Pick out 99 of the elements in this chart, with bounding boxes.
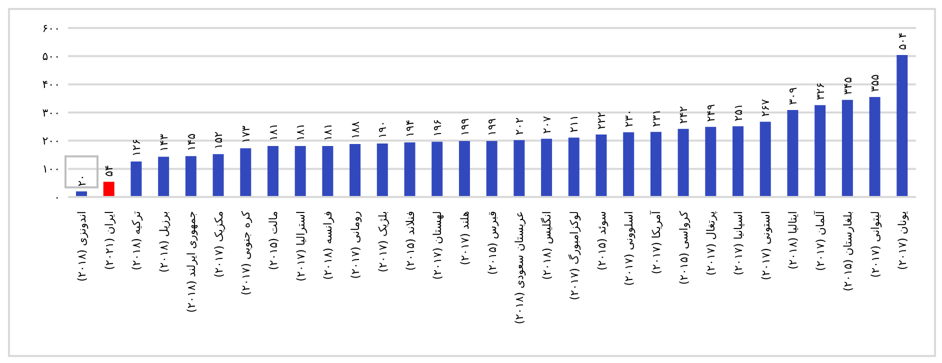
y-tick-label: ۴۰۰ xyxy=(42,78,60,92)
x-tick-label: اندونزی (۲۰۱۸) xyxy=(76,211,89,282)
x-tick-label: هلند (۲۰۱۷) xyxy=(458,210,472,266)
y-tick-label: ۲۰۰ xyxy=(42,134,60,148)
bar xyxy=(787,110,798,197)
x-tick-label: استونی (۲۰۱۷) xyxy=(759,211,772,280)
x-tick-label: اسلوونی (۲۰۱۷) xyxy=(622,211,636,286)
x-tick-label: بلژیک (۲۰۱۷) xyxy=(376,211,390,272)
data-label: ۳۲۶ xyxy=(814,82,827,100)
x-tick-label: لیتوانی (۲۰۱۷) xyxy=(868,211,882,278)
bar xyxy=(294,146,306,197)
x-tick-label: آمریکا (۲۰۱۷) xyxy=(648,210,663,274)
bar xyxy=(267,146,278,197)
x-tick-label: انگلیس (۲۰۱۸) xyxy=(540,211,554,280)
data-label: ۵۴ xyxy=(102,164,116,177)
data-label: ۱۹۹ xyxy=(486,118,499,136)
bar xyxy=(130,162,142,197)
x-tick-label: ایتالیا (۲۰۱۸) xyxy=(786,211,800,270)
data-label: ۲۰۷ xyxy=(540,116,554,134)
bar xyxy=(158,156,170,197)
bar xyxy=(185,156,196,197)
x-tick-label: فنلاند (۲۰۱۵) xyxy=(404,211,417,271)
data-label: ۲۴۹ xyxy=(704,104,718,122)
data-label: ۲۰۲ xyxy=(513,117,526,136)
data-label: ۱۸۱ xyxy=(294,123,308,142)
x-tick-label: بلغارستان (۲۰۱۵) xyxy=(841,211,854,292)
y-tick-label: ۰ xyxy=(54,190,60,204)
x-tick-label: فرانسه (۲۰۱۸) xyxy=(322,211,335,280)
x-tick-label: ایران (۲۰۲۱) xyxy=(102,211,116,270)
bar xyxy=(514,140,525,197)
x-tick-label: اسپانیا (۲۰۱۷) xyxy=(732,211,746,276)
data-label: ۲۵۱ xyxy=(732,104,745,122)
bar xyxy=(814,105,826,197)
bar xyxy=(596,134,607,197)
x-tick-label: قبرس (۲۰۱۵) xyxy=(486,211,499,275)
data-label: ۲۴۲ xyxy=(677,106,690,124)
y-tick-label: ۳۰۰ xyxy=(42,106,60,120)
x-tick-label: لهستان (۲۰۱۷) xyxy=(431,211,444,280)
x-tick-label: یونان (۲۰۱۷) xyxy=(896,211,910,270)
data-label: ۲۰ xyxy=(75,174,88,186)
bar xyxy=(623,132,634,197)
bar xyxy=(212,154,224,197)
bar xyxy=(678,128,689,197)
data-label: ۱۲۶ xyxy=(130,138,144,157)
bar xyxy=(376,143,388,197)
x-tick-label: ترکیه (۲۰۱۸) xyxy=(130,211,144,270)
bar xyxy=(486,140,498,197)
data-label: ۱۴۳ xyxy=(157,134,170,152)
bar xyxy=(350,144,361,197)
bar xyxy=(458,140,470,197)
x-tick-label: برزیل (۲۰۱۸) xyxy=(158,211,171,273)
x-tick-label: رومانی (۲۰۱۷) xyxy=(349,211,362,279)
data-label: ۲۶۷ xyxy=(759,98,772,117)
x-tick-label: استرالیا (۲۰۱۷) xyxy=(294,211,308,282)
data-label: ۳۵۵ xyxy=(868,74,882,92)
x-tick-label: مالت (۲۰۱۵) xyxy=(267,210,280,270)
bar xyxy=(760,122,771,197)
bar xyxy=(240,148,252,197)
bar xyxy=(541,138,552,197)
x-tick-label: عربستان سعودی (۲۰۱۸) xyxy=(513,211,526,324)
x-tick-label: لوکزامبورگ (۲۰۱۷) xyxy=(568,211,581,300)
bar xyxy=(103,182,114,197)
bar xyxy=(404,142,416,197)
x-tick-label: سوئد (۲۰۱۵) xyxy=(595,211,608,270)
y-tick-label: ۵۰۰ xyxy=(42,50,60,64)
x-tick-label: پرتغال (۲۰۱۷) xyxy=(704,211,718,276)
data-label: ۱۴۵ xyxy=(184,133,198,152)
data-label: ۲۳۱ xyxy=(650,109,663,127)
data-label: ۱۵۲ xyxy=(212,131,226,150)
data-label: ۱۹۹ xyxy=(458,118,472,136)
bar xyxy=(650,132,662,197)
bar xyxy=(322,146,334,197)
data-label: ۱۹۴ xyxy=(404,120,417,138)
bar xyxy=(842,100,853,197)
bar xyxy=(705,126,716,197)
y-tick-label: ۶۰۰ xyxy=(42,22,60,35)
data-label: ۱۹۰ xyxy=(376,120,390,138)
bar xyxy=(432,142,443,197)
bar xyxy=(869,97,880,197)
data-label: ۱۸۱ xyxy=(266,123,280,142)
data-label: ۲۲۲ xyxy=(595,112,608,130)
data-label: ۳۰۹ xyxy=(786,87,800,105)
x-tick-label: کرواسی (۲۰۱۵) xyxy=(677,210,690,285)
data-label: ۱۸۸ xyxy=(348,121,362,140)
x-tick-label: جمهوری ایرلند (۲۰۱۸) xyxy=(184,211,198,313)
bar xyxy=(896,55,908,197)
data-label: ۲۳۰ xyxy=(622,109,636,128)
x-tick-label: کره جنوبی (۲۰۱۷) xyxy=(240,210,253,296)
bar xyxy=(732,126,744,197)
data-label: ۵۰۴ xyxy=(896,32,909,50)
data-label: ۱۷۳ xyxy=(239,125,252,144)
x-tick-label: مکزیک (۲۰۱۷) xyxy=(212,210,226,278)
y-tick-label: ۱۰۰ xyxy=(42,162,60,176)
data-label: ۳۴۵ xyxy=(841,77,854,95)
bar xyxy=(568,138,580,197)
data-label: ۱۹۶ xyxy=(430,119,444,137)
data-label: ۲۱۱ xyxy=(568,114,581,133)
x-tick-label: آلمان (۲۰۱۷) xyxy=(813,210,828,271)
data-label: ۱۸۱ xyxy=(322,123,335,142)
